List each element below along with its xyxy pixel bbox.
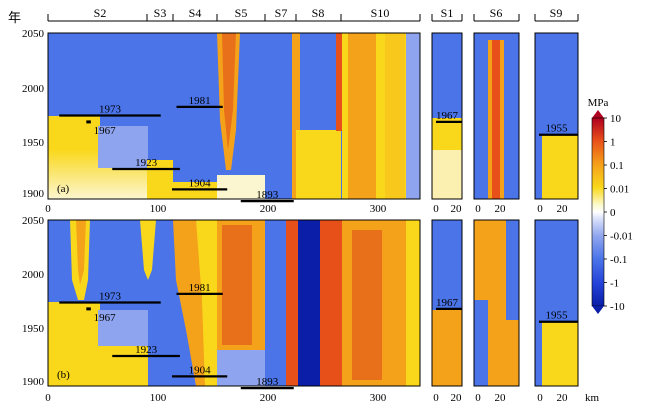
y-tick-label: 2000 [22, 83, 45, 95]
x-tick-label: 20 [495, 203, 507, 215]
y-axis-a: 2050 2000 1950 1900 [22, 28, 45, 200]
x-axis-a: 0 100 200 300 0 20 0 20 0 20 [45, 203, 568, 215]
x-tick-label: 100 [150, 203, 167, 215]
x-axis-unit: km [585, 392, 600, 404]
x-tick-label: 0 [537, 203, 543, 215]
event-label: 1981 [189, 95, 211, 107]
segment-label-s10: S10 [371, 6, 390, 20]
x-tick-label: 100 [150, 392, 167, 404]
panel-a-side-s1 [431, 32, 463, 200]
event-markers: 1973 1967 1981 1923 1904 1893 1967 1955 1973 1967… [59, 95, 578, 390]
x-tick-label: 20 [557, 203, 569, 215]
x-tick-label: 0 [475, 392, 481, 404]
x-tick-label: 20 [557, 392, 569, 404]
segment-label-s1: S1 [441, 6, 454, 20]
panel-b-side-s9 [534, 219, 579, 387]
x-tick-label: 200 [260, 203, 277, 215]
x-axis-b: 0 100 200 300 0 20 0 20 0 20 km [45, 392, 599, 404]
x-tick-label: 20 [451, 392, 463, 404]
panel-b-side-s6 [473, 219, 520, 387]
event-label: 1981 [189, 282, 211, 294]
event-label: 1904 [189, 177, 212, 189]
event-label: 1923 [135, 157, 158, 169]
panel-a-main-heatmap [47, 32, 421, 200]
segment-label-s8: S8 [312, 6, 325, 20]
event-label: 1967 [436, 110, 459, 122]
panel-b-main-heatmap [47, 219, 421, 387]
y-tick-label: 2000 [22, 269, 45, 281]
event-label: 1967 [94, 125, 117, 137]
event-label: 1973 [99, 103, 122, 115]
colorbar-tick-label: 1 [610, 137, 616, 149]
y-tick-label: 2050 [22, 215, 45, 227]
colorbar-tick-label: -0.1 [610, 254, 627, 266]
event-label: 1904 [189, 364, 212, 376]
event-label: 1893 [256, 189, 279, 201]
panel-label-a: (a) [57, 183, 70, 195]
event-label: 1967 [94, 312, 117, 324]
x-tick-label: 300 [370, 392, 387, 404]
y-tick-label: 1900 [22, 188, 45, 200]
colorbar-tick-label: 0.1 [610, 160, 624, 172]
colorbar-tick-label: 0.01 [610, 184, 629, 196]
event-label: 1923 [135, 344, 158, 356]
x-tick-label: 0 [433, 203, 439, 215]
x-tick-label: 20 [451, 203, 463, 215]
segment-header: S2 S3 S4 S5 S7 S8 S10 S1 S6 S9 [47, 6, 579, 22]
colorbar-tick-label: -0.01 [610, 231, 633, 243]
colorbar-tick-label: 0 [610, 207, 616, 219]
x-tick-label: 0 [475, 203, 481, 215]
x-tick-label: 300 [370, 203, 387, 215]
panel-b-side-s1 [431, 219, 463, 387]
x-tick-label: 0 [537, 392, 543, 404]
panel-label-b: (b) [57, 369, 70, 381]
y-axis-b: 2050 2000 1950 1900 [22, 215, 45, 388]
x-tick-label: 200 [260, 392, 277, 404]
y-tick-label: 1950 [22, 323, 45, 335]
event-label: 1955 [546, 310, 569, 322]
panel-a-side-s6 [473, 32, 520, 200]
y-tick-label: 2050 [22, 28, 45, 40]
y-tick-label: 1900 [22, 376, 45, 388]
colorbar: MPa 10 1 0.1 0.01 0 -0.01 -0.1 -1 -10 [588, 97, 633, 314]
segment-label-s3: S3 [154, 6, 167, 20]
segment-label-s7: S7 [275, 6, 288, 20]
colorbar-tick-label: -10 [610, 301, 625, 313]
colorbar-tick-label: -1 [610, 278, 619, 290]
x-tick-label: 0 [45, 392, 51, 404]
segment-label-s5: S5 [235, 6, 248, 20]
colorbar-tick-label: 10 [610, 113, 622, 125]
x-tick-label: 0 [433, 392, 439, 404]
segment-label-s9: S9 [550, 6, 563, 20]
y-axis-title: 年 [8, 10, 21, 25]
event-label: 1973 [99, 290, 122, 302]
segment-label-s2: S2 [94, 6, 107, 20]
y-tick-label: 1950 [22, 137, 45, 149]
event-label: 1955 [546, 123, 569, 135]
colorbar-label: MPa [588, 97, 609, 109]
x-tick-label: 0 [45, 203, 51, 215]
event-label: 1967 [436, 297, 459, 309]
segment-label-s6: S6 [490, 6, 503, 20]
x-tick-label: 20 [495, 392, 507, 404]
segment-label-s4: S4 [189, 6, 202, 20]
panel-a-side-s9 [534, 32, 579, 200]
event-label: 1893 [256, 376, 279, 388]
